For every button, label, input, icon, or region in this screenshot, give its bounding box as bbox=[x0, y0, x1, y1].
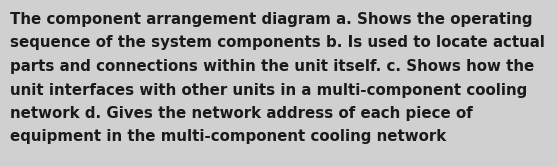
Text: equipment in the multi-component cooling network: equipment in the multi-component cooling… bbox=[10, 129, 446, 144]
Text: The component arrangement diagram a. Shows the operating: The component arrangement diagram a. Sho… bbox=[10, 12, 532, 27]
Text: network d. Gives the network address of each piece of: network d. Gives the network address of … bbox=[10, 106, 473, 121]
Text: unit interfaces with other units in a multi-component cooling: unit interfaces with other units in a mu… bbox=[10, 82, 527, 98]
Text: parts and connections within the unit itself. c. Shows how the: parts and connections within the unit it… bbox=[10, 59, 534, 74]
Text: sequence of the system components b. Is used to locate actual: sequence of the system components b. Is … bbox=[10, 36, 545, 50]
